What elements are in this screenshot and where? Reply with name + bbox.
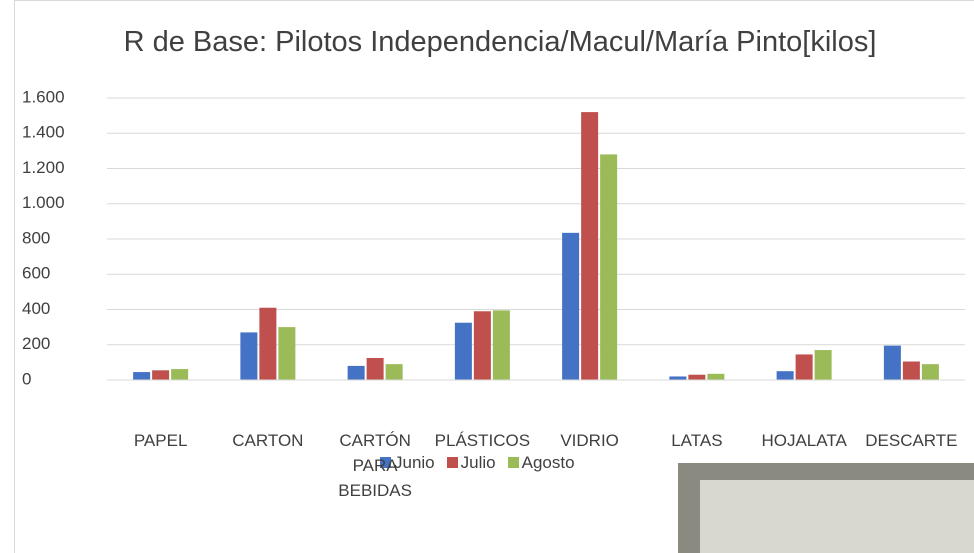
y-tick-label: 0: [22, 369, 31, 388]
legend-label: Julio: [460, 453, 496, 472]
legend-swatch: [507, 457, 519, 468]
x-tick-label: CARTON: [232, 431, 304, 450]
bar: [688, 374, 706, 380]
bar: [152, 370, 170, 380]
bar: [669, 376, 687, 380]
legend: Junio Julio Agosto: [380, 453, 575, 473]
bar: [883, 345, 901, 380]
legend-label: Agosto: [521, 453, 575, 472]
chart-title: R de Base: Pilotos Independencia/Macul/M…: [123, 26, 877, 58]
legend-label: Junio: [394, 453, 435, 472]
bar: [347, 365, 365, 380]
x-tick-label: CARTÓN PARA BEBIDAS: [338, 431, 412, 500]
photo-detail: [700, 480, 974, 553]
x-tick-label: LATAS: [671, 431, 723, 450]
bar: [366, 357, 384, 380]
bar: [240, 332, 258, 380]
bar: [707, 373, 725, 380]
bar: [902, 361, 920, 380]
bar: [600, 154, 618, 380]
x-tick-label: VIDRIO: [560, 431, 619, 450]
bar: [562, 232, 580, 380]
x-tick-label: PLÁSTICOS: [434, 431, 531, 450]
y-tick-label: 1.400: [22, 123, 65, 142]
y-tick-label: 1.200: [22, 158, 65, 177]
bar: [278, 327, 296, 380]
bar: [259, 307, 277, 380]
bar: [473, 311, 491, 380]
legend-item: Julio: [446, 453, 496, 473]
x-tick-label: PAPEL: [133, 431, 188, 450]
y-tick-label: 200: [22, 334, 50, 353]
bar: [776, 371, 794, 380]
legend-item: Junio: [380, 453, 435, 473]
bar: [171, 369, 189, 380]
bar: [814, 350, 832, 380]
y-tick-label: 800: [22, 228, 50, 247]
y-tick-label: 600: [22, 264, 50, 283]
bar: [921, 364, 939, 380]
y-tick-label: 1.000: [22, 193, 65, 212]
bar: [795, 354, 813, 380]
bar: [385, 364, 403, 380]
bar: [492, 310, 510, 380]
legend-item: Agosto: [507, 453, 575, 473]
y-tick-label: 400: [22, 299, 50, 318]
bar: [581, 112, 599, 380]
legend-swatch: [380, 457, 391, 468]
x-tick-label: DESCARTE: [865, 431, 958, 450]
y-tick-label: 1.600: [22, 87, 65, 106]
bar: [454, 322, 472, 380]
chart-border: [14, 0, 974, 553]
x-tick-label: HOJALATA: [761, 431, 847, 450]
legend-swatch: [446, 457, 458, 468]
bar: [133, 372, 151, 380]
